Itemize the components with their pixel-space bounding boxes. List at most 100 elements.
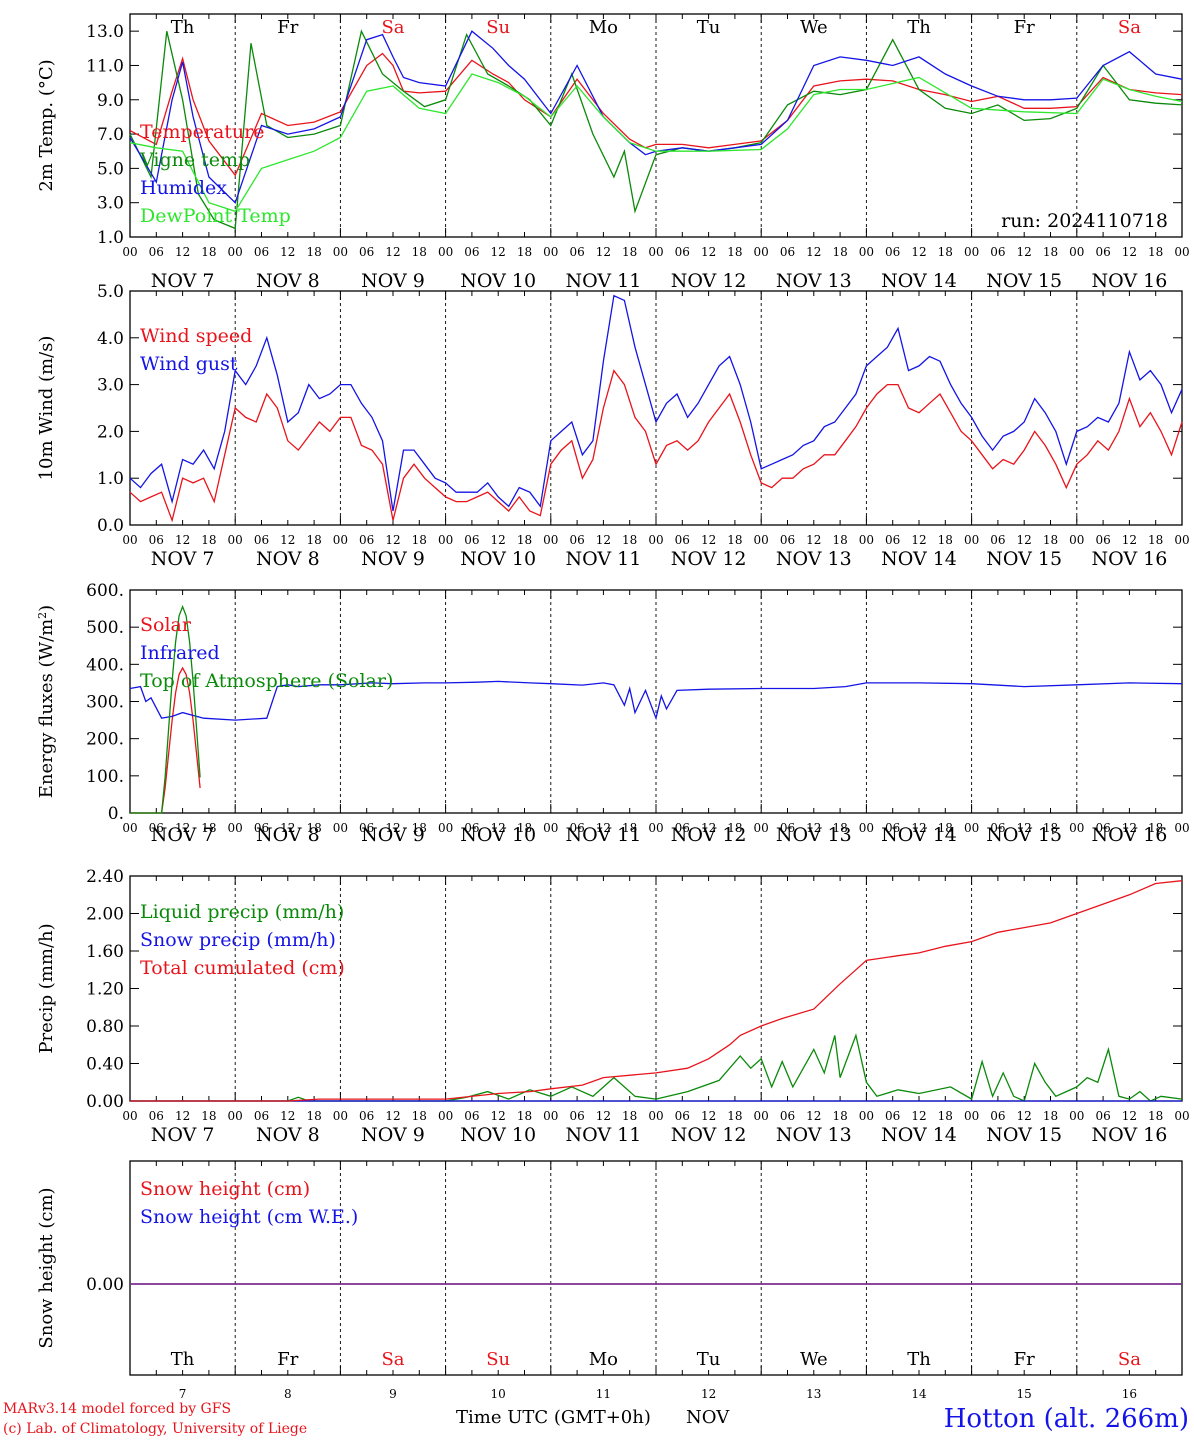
series-total-cumulated-cm- [130, 880, 1183, 1102]
hour-tick-label: 00 [859, 821, 874, 835]
hour-tick-label: 12 [596, 1109, 611, 1123]
weekday-label: Fr [1014, 1349, 1035, 1370]
date-label: NOV 15 [986, 270, 1062, 292]
legend-entry: DewPoint Temp [140, 205, 291, 227]
hour-tick-label: 06 [359, 245, 374, 259]
hour-tick-label: 18 [412, 245, 427, 259]
hour-tick-label: 06 [675, 821, 690, 835]
date-label: NOV 8 [256, 270, 320, 292]
hour-tick-label: 18 [727, 1109, 742, 1123]
date-label: NOV 13 [776, 1124, 852, 1146]
weekday-label: Fr [1014, 17, 1035, 38]
legend-entry: Snow height (cm) [140, 1178, 310, 1200]
hour-tick-label: 12 [806, 821, 821, 835]
y-tick-label: 13.0 [86, 22, 124, 42]
hour-tick-label: 00 [859, 1109, 874, 1123]
hour-tick-label: 06 [254, 821, 269, 835]
hour-tick-label: 00 [648, 245, 663, 259]
hour-tick-label: 00 [1069, 1109, 1084, 1123]
hour-tick-label: 00 [1174, 821, 1189, 835]
hour-tick-label: 12 [175, 533, 190, 547]
hour-tick-label: 12 [175, 245, 190, 259]
hour-tick-label: 00 [122, 245, 137, 259]
x-axis-label: Time UTC (GMT+0h) [456, 1407, 651, 1428]
hour-tick-label: 00 [122, 821, 137, 835]
series-top-of-atmosphere-solar- [130, 604, 201, 814]
y-tick-label: 0.40 [86, 1055, 124, 1075]
hour-tick-label: 12 [280, 533, 295, 547]
hour-tick-label: 18 [1148, 821, 1163, 835]
hour-tick-label: 00 [438, 1109, 453, 1123]
hour-tick-label: 12 [1122, 245, 1137, 259]
date-label: NOV 7 [151, 270, 215, 292]
y-tick-label: 9.0 [97, 91, 124, 111]
day-number-label: 15 [1017, 1387, 1032, 1401]
hour-tick-label: 00 [964, 245, 979, 259]
hour-tick-label: 12 [596, 533, 611, 547]
day-number-label: 10 [491, 1387, 506, 1401]
hour-tick-label: 00 [648, 533, 663, 547]
legend-entry: Infrared [140, 642, 220, 664]
date-label: NOV 13 [776, 824, 852, 846]
y-tick-label: 5.0 [97, 282, 124, 302]
hour-tick-label: 00 [1174, 1109, 1189, 1123]
hour-tick-label: 00 [754, 1109, 769, 1123]
hour-tick-label: 12 [911, 1109, 926, 1123]
hour-tick-label: 00 [754, 821, 769, 835]
hour-tick-label: 06 [780, 821, 795, 835]
legend-entry: Liquid precip (mm/h) [140, 901, 344, 923]
weekday-label: Th [171, 17, 195, 38]
hour-tick-label: 06 [149, 821, 164, 835]
y-axis-label: 10m Wind (m/s) [36, 336, 57, 481]
hour-tick-label: 18 [727, 533, 742, 547]
hour-tick-label: 18 [306, 821, 321, 835]
hour-tick-label: 00 [438, 533, 453, 547]
weekday-label: Su [486, 1349, 510, 1370]
weekday-label: Fr [277, 17, 298, 38]
hour-tick-label: 06 [675, 245, 690, 259]
legend-entry: Wind gust [140, 353, 238, 375]
hour-tick-label: 06 [254, 1109, 269, 1123]
y-tick-label: 0.00 [86, 1092, 124, 1112]
y-tick-label: 2.40 [86, 867, 124, 887]
hour-tick-label: 12 [385, 533, 400, 547]
weekday-label: Sa [381, 17, 404, 38]
day-number-label: 8 [284, 1387, 292, 1401]
y-tick-label: 1.60 [86, 942, 124, 962]
hour-tick-label: 00 [228, 245, 243, 259]
hour-tick-label: 06 [885, 1109, 900, 1123]
hour-tick-label: 06 [149, 245, 164, 259]
legend-entry: Vigne temp [139, 149, 250, 171]
hour-tick-label: 00 [543, 245, 558, 259]
hour-tick-label: 18 [201, 1109, 216, 1123]
hour-tick-label: 12 [385, 245, 400, 259]
day-number-label: 9 [389, 1387, 397, 1401]
y-axis-label: Snow height (cm) [36, 1187, 57, 1348]
hour-tick-label: 06 [780, 533, 795, 547]
hour-tick-label: 12 [806, 245, 821, 259]
hour-tick-label: 00 [1174, 533, 1189, 547]
hour-tick-label: 00 [648, 1109, 663, 1123]
hour-tick-label: 12 [385, 821, 400, 835]
hour-tick-label: 06 [359, 1109, 374, 1123]
day-number-label: 12 [701, 1387, 716, 1401]
hour-tick-label: 18 [622, 245, 637, 259]
hour-tick-label: 18 [622, 1109, 637, 1123]
hour-tick-label: 00 [333, 821, 348, 835]
date-label: NOV 7 [151, 1124, 215, 1146]
hour-tick-label: 00 [1174, 245, 1189, 259]
hour-tick-label: 12 [806, 533, 821, 547]
panel-3: 0. 100. 200. 300. 400. 500. 600. Energy fluxes … [36, 581, 1190, 846]
hour-tick-label: 00 [964, 1109, 979, 1123]
day-number-label: 7 [179, 1387, 187, 1401]
weekday-label: Tu [697, 17, 721, 38]
hour-tick-label: 18 [306, 1109, 321, 1123]
date-label: NOV 7 [151, 824, 215, 846]
hour-tick-label: 18 [622, 533, 637, 547]
hour-tick-label: 18 [412, 821, 427, 835]
date-label: NOV 10 [460, 824, 536, 846]
date-label: NOV 11 [565, 548, 641, 570]
hour-tick-label: 00 [648, 821, 663, 835]
weekday-label: Fr [277, 1349, 298, 1370]
hour-tick-label: 12 [280, 821, 295, 835]
